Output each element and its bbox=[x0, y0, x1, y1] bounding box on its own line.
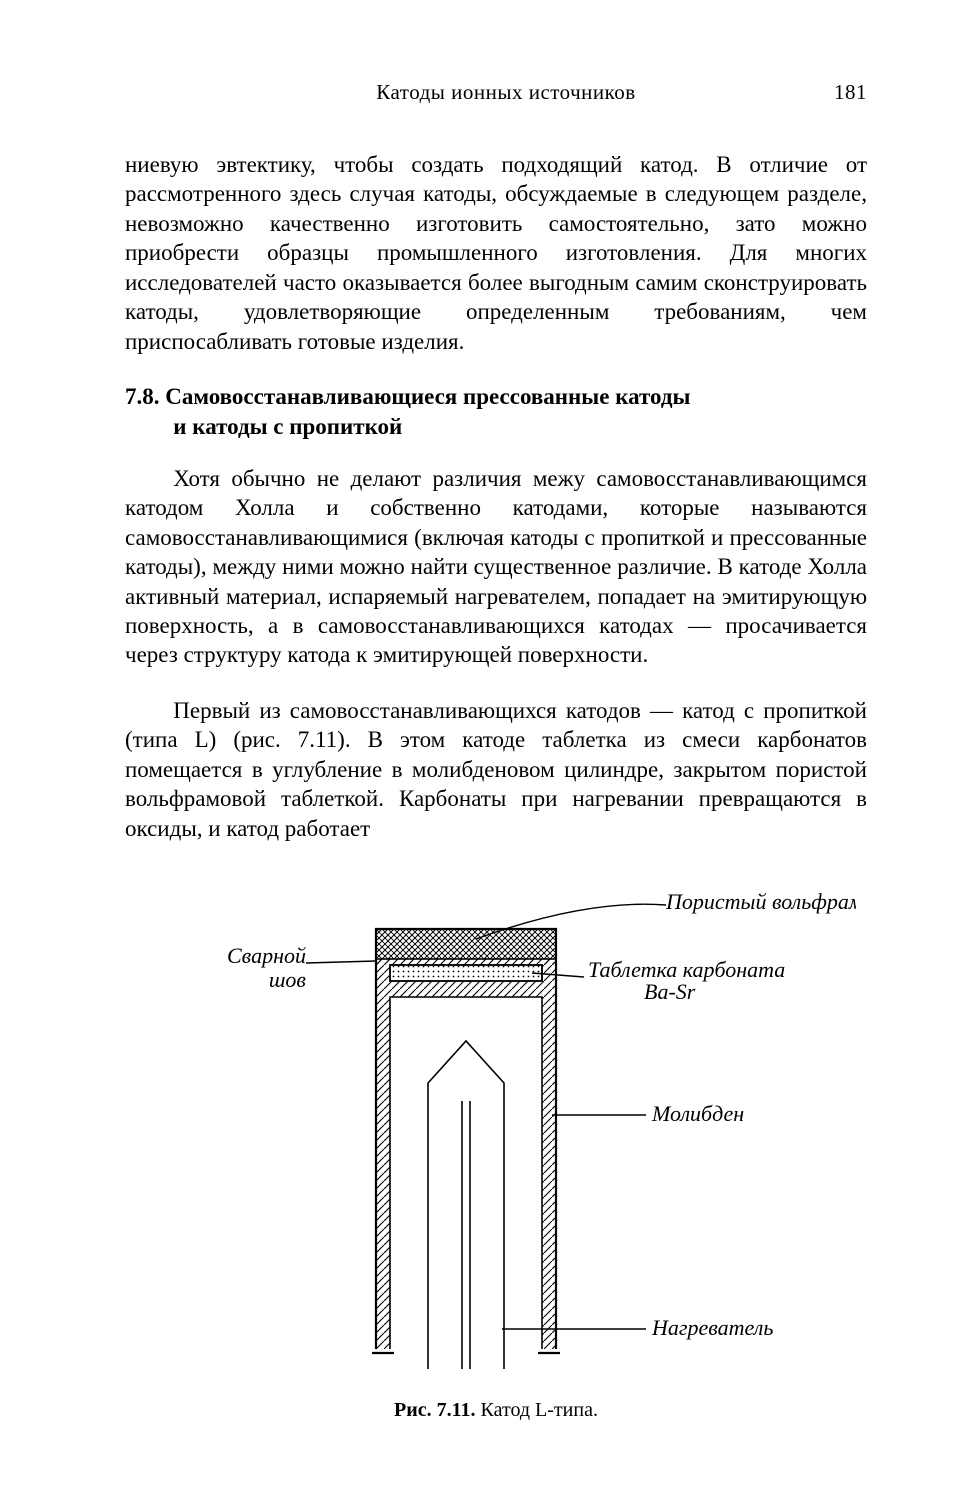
svg-text:Нагреватель: Нагреватель bbox=[651, 1315, 773, 1340]
section-title-line-1: Самовосстанавливающиеся прессованные кат… bbox=[165, 384, 690, 409]
figure-label: Рис. 7.11. bbox=[394, 1399, 476, 1421]
cathode-diagram: Пористый вольфрамСварнойшовТаблетка карб… bbox=[136, 869, 856, 1389]
figure-caption-text: Катод L-типа. bbox=[481, 1399, 598, 1421]
paragraph-2: Хотя обычно не делают различия межу само… bbox=[125, 464, 867, 670]
page: Катоды ионных источников 181 ниевую эвте… bbox=[0, 0, 967, 1500]
paragraph-3: Первый из самовосстанавливающихся катодо… bbox=[125, 696, 867, 843]
svg-text:шов: шов bbox=[269, 967, 307, 992]
svg-text:Сварной: Сварной bbox=[227, 943, 306, 968]
figure-caption: Рис. 7.11. Катод L-типа. bbox=[125, 1399, 867, 1422]
running-title: Катоды ионных источников bbox=[125, 80, 807, 105]
paragraph-continuation: ниевую эвтектику, чтобы создать подходящ… bbox=[125, 150, 867, 356]
section-number: 7.8. bbox=[125, 384, 160, 409]
svg-text:Молибден: Молибден bbox=[651, 1101, 744, 1126]
figure-7-11: Пористый вольфрамСварнойшовТаблетка карб… bbox=[125, 869, 867, 1422]
page-number: 181 bbox=[807, 80, 867, 105]
svg-text:Пористый вольфрам: Пористый вольфрам bbox=[665, 889, 856, 914]
section-title-line-2: и катоды с пропиткой bbox=[173, 414, 402, 439]
running-head: Катоды ионных источников 181 bbox=[125, 80, 867, 105]
section-heading: 7.8. Самовосстанавливающиеся прессованны… bbox=[125, 382, 867, 442]
svg-text:Ba-Sr: Ba-Sr bbox=[644, 979, 696, 1004]
